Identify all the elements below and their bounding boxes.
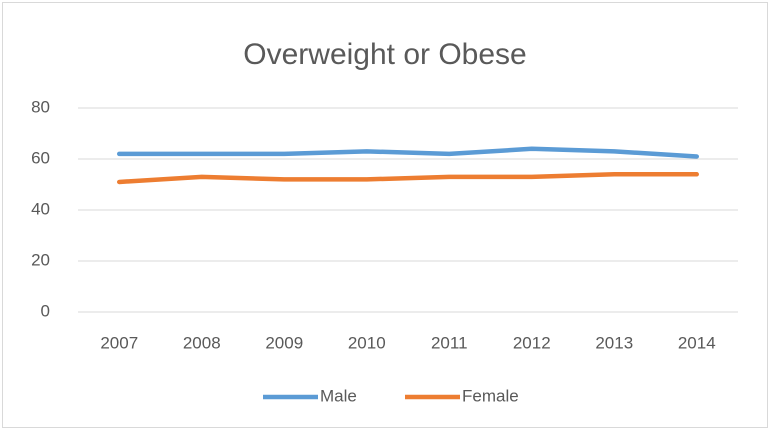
chart-title: Overweight or Obese	[243, 38, 526, 71]
x-tick-label: 2012	[513, 333, 551, 352]
y-tick-label: 80	[31, 97, 50, 116]
legend-label: Female	[462, 386, 519, 405]
y-tick-label: 60	[31, 148, 50, 167]
x-tick-label: 2011	[431, 333, 468, 352]
x-tick-label: 2014	[678, 333, 716, 352]
legend-label: Male	[320, 386, 357, 405]
x-tick-label: 2009	[265, 333, 303, 352]
y-tick-label: 0	[41, 301, 50, 320]
x-tick-label: 2010	[348, 333, 386, 352]
x-tick-label: 2013	[595, 333, 633, 352]
x-tick-label: 2007	[100, 333, 138, 352]
y-tick-label: 40	[31, 199, 50, 218]
x-tick-label: 2008	[183, 333, 221, 352]
series-line	[117, 146, 699, 159]
y-tick-label: 20	[31, 250, 50, 269]
series-line	[117, 172, 699, 185]
